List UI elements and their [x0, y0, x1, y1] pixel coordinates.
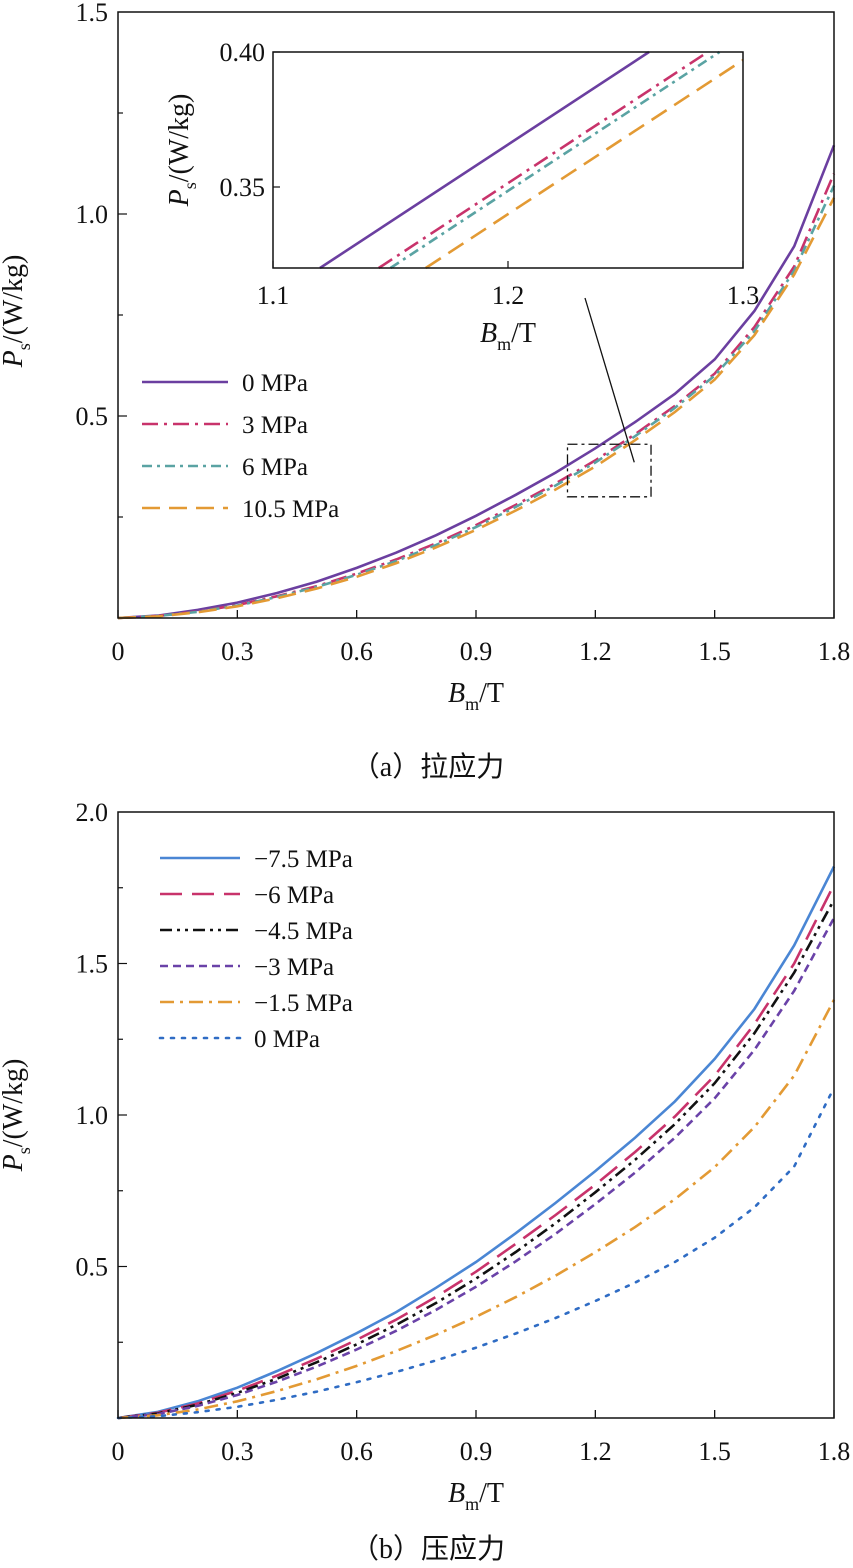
chart-b-x-axis-label: Bm/T [448, 1478, 504, 1514]
b-series-line-1 [117, 884, 836, 1420]
chart-a-inset: 1.1 1.2 1.3 0.35 0.40 Ps/(W/kg) Bm/T [164, 38, 759, 354]
a-y-tick-label-1: 1.0 [76, 200, 109, 229]
b-x-tick-label-6: 1.8 [818, 1437, 851, 1466]
chart-b-series-group [116, 865, 836, 1420]
b-legend-label-2: −4.5 MPa [254, 918, 353, 945]
b-y-tick-label-0: 0.5 [76, 1253, 109, 1282]
b-legend-label-4: −1.5 MPa [254, 990, 353, 1017]
b-series-line-2 [117, 899, 836, 1420]
chart-a-ticks: 0 0.3 0.6 0.9 1.2 1.5 1.8 0.5 1.0 1.5 [76, 0, 851, 666]
chart-a-caption: （a）拉应力 [352, 751, 504, 783]
b-legend-label-0: −7.5 MPa [254, 846, 353, 873]
b-x-tick-label-4: 1.2 [579, 1437, 612, 1466]
chart-a-legend: 0 MPa 3 MPa 6 MPa 10.5 MPa [142, 370, 339, 523]
a-inset-x-tick-label-1: 1.2 [492, 281, 525, 310]
b-x-tick-label-2: 0.6 [340, 1437, 373, 1466]
a-x-tick-label-4: 1.2 [579, 637, 612, 666]
a-inset-line-1 [378, 50, 709, 270]
a-y-tick-label-0: 0.5 [76, 402, 109, 431]
chart-a-inset-x-label: Bm/T [480, 318, 536, 354]
chart-b: 0 0.3 0.6 0.9 1.2 1.5 1.8 0.5 1.0 1.5 2.0 Ps/(W/kg… [0, 798, 850, 1565]
a-x-tick-label-1: 0.3 [221, 637, 254, 666]
chart-a-series-group [117, 144, 836, 620]
b-series-line-0 [117, 865, 836, 1420]
chart-b-plot-frame [117, 811, 835, 1419]
b-x-tick-label-0: 0 [112, 1437, 125, 1466]
a-x-tick-label-0: 0 [112, 637, 125, 666]
a-legend-label-1: 3 MPa [242, 412, 308, 439]
b-series-line-3 [117, 917, 836, 1420]
b-x-tick-label-5: 1.5 [698, 1437, 731, 1466]
b-legend-label-1: −6 MPa [254, 882, 334, 909]
a-x-tick-label-6: 1.8 [818, 637, 851, 666]
b-x-tick-label-1: 0.3 [221, 1437, 254, 1466]
a-inset-y-tick-label-0: 0.35 [220, 173, 266, 202]
chart-b-legend: −7.5 MPa −6 MPa −4.5 MPa −3 MPa −1.5 MPa 0 MP… [158, 846, 353, 1053]
chart-b-caption: （b）压应力 [351, 1533, 505, 1565]
a-legend-label-2: 6 MPa [242, 454, 308, 481]
b-y-tick-label-3: 2.0 [76, 798, 109, 827]
chart-a-inset-ticks: 1.1 1.2 1.3 0.35 0.40 [220, 38, 760, 310]
chart-a-inset-y-label: Ps/(W/kg) [164, 94, 200, 208]
chart-a: 0 0.3 0.6 0.9 1.2 1.5 1.8 0.5 1.0 1.5 Ps/(W/kg) B… [0, 0, 850, 783]
chart-b-y-axis-label: Ps/(W/kg) [0, 1059, 34, 1173]
a-series-line-0 [117, 144, 836, 620]
chart-a-y-axis-label: Ps/(W/kg) [0, 255, 34, 369]
b-legend-label-3: −3 MPa [254, 954, 334, 981]
a-legend-label-3: 10.5 MPa [242, 496, 339, 523]
b-series-line-5 [116, 1086, 836, 1420]
chart-a-zoom-box [566, 443, 652, 498]
b-legend-label-5: 0 MPa [254, 1026, 320, 1053]
a-y-tick-label-2: 1.5 [76, 0, 109, 27]
a-x-tick-label-3: 0.9 [460, 637, 493, 666]
a-inset-x-tick-label-0: 1.1 [257, 281, 290, 310]
chart-b-ticks: 0 0.3 0.6 0.9 1.2 1.5 1.8 0.5 1.0 1.5 2.0 [76, 798, 851, 1466]
b-y-tick-label-1: 1.0 [76, 1101, 109, 1130]
chart-a-inset-lines [319, 50, 744, 270]
a-inset-y-tick-label-1: 0.40 [220, 38, 266, 67]
b-y-tick-label-2: 1.5 [76, 950, 109, 979]
a-series-line-3 [117, 197, 836, 620]
a-legend-label-0: 0 MPa [242, 370, 308, 397]
a-series-line-1 [117, 173, 836, 620]
chart-a-x-axis-label: Bm/T [448, 678, 504, 714]
b-series-line-4 [117, 999, 836, 1420]
b-x-tick-label-3: 0.9 [460, 1437, 493, 1466]
a-x-tick-label-5: 1.5 [698, 637, 731, 666]
a-inset-line-3 [425, 59, 744, 270]
a-inset-line-2 [389, 50, 721, 270]
a-inset-line-0 [319, 50, 650, 270]
chart-a-zoom-pointer [584, 297, 635, 463]
a-x-tick-label-2: 0.6 [340, 637, 373, 666]
a-inset-x-tick-label-2: 1.3 [727, 281, 760, 310]
